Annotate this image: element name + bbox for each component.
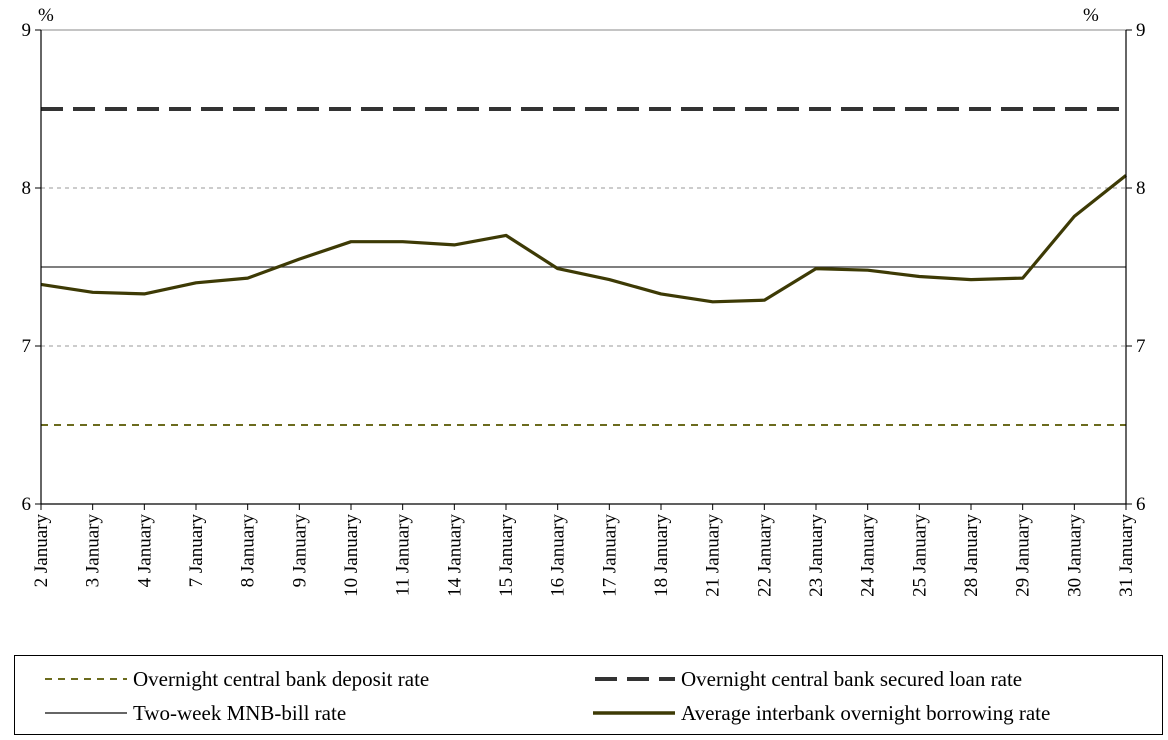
x-tick-label: 30 January xyxy=(1064,514,1085,597)
series-layer xyxy=(40,107,1127,426)
y-tick-label-left: 6 xyxy=(22,494,32,515)
y-tick-label-right: 7 xyxy=(1136,336,1146,357)
legend-swatch-thick xyxy=(593,711,675,715)
x-tick-label: 11 January xyxy=(393,514,414,597)
legend-swatch-long-dashed xyxy=(595,677,675,681)
x-tick-label: 10 January xyxy=(341,514,362,597)
y-tick-label-left: 8 xyxy=(22,178,32,199)
legend-label: Two-week MNB-bill rate xyxy=(133,700,347,725)
axes xyxy=(40,29,1127,505)
legend-swatch-dashed xyxy=(45,678,127,680)
x-tick-label: 23 January xyxy=(806,514,827,597)
x-tick-label: 15 January xyxy=(496,514,517,597)
legend-swatch-thin xyxy=(45,712,127,714)
legend: Overnight central bank deposit rate Over… xyxy=(14,655,1163,735)
x-tick-label: 2 January xyxy=(31,514,52,588)
y-tick-label-left: 9 xyxy=(22,20,32,41)
legend-item-interbank-rate: Average interbank overnight borrowing ra… xyxy=(593,696,1050,730)
left-unit-label: % xyxy=(38,5,54,26)
x-tick-label: 8 January xyxy=(238,514,259,588)
legend-label: Overnight central bank deposit rate xyxy=(133,666,430,691)
legend-item-secured-loan-rate: Overnight central bank secured loan rate xyxy=(593,662,1022,696)
legend-label: Average interbank overnight borrowing ra… xyxy=(681,700,1051,725)
legend-label: Overnight central bank secured loan rate xyxy=(681,666,1023,691)
legend-item-deposit-rate: Overnight central bank deposit rate xyxy=(45,662,429,696)
x-tick-label: 4 January xyxy=(134,514,155,588)
legend-item-mnb-bill-rate: Two-week MNB-bill rate xyxy=(45,696,346,730)
x-tick-label: 17 January xyxy=(599,514,620,597)
x-tick-label: 3 January xyxy=(83,514,104,588)
x-tick-label: 25 January xyxy=(909,514,930,597)
right-unit-label: % xyxy=(1083,5,1099,26)
x-tick-label: 29 January xyxy=(1013,514,1034,597)
gridlines xyxy=(41,187,1126,347)
x-tick-label: 22 January xyxy=(754,514,775,597)
axis-ticks: 6 6 7 7 8 8 9 9 2 January 3 January 4 January 7 Jan… xyxy=(22,20,1146,597)
y-tick-label-right: 6 xyxy=(1136,494,1146,515)
x-tick-label: 9 January xyxy=(289,514,310,588)
x-tick-label: 21 January xyxy=(703,514,724,597)
y-tick-label-right: 9 xyxy=(1136,20,1146,41)
x-tick-label: 24 January xyxy=(858,514,879,597)
line-chart: 6 6 7 7 8 8 9 9 2 January 3 January 4 January 7 Jan… xyxy=(22,5,1146,597)
x-tick-label: 31 January xyxy=(1116,514,1137,597)
series-line xyxy=(40,174,1127,304)
x-tick-label: 18 January xyxy=(651,514,672,597)
x-tick-label: 28 January xyxy=(961,514,982,597)
x-tick-label: 7 January xyxy=(186,514,207,588)
x-tick-label: 16 January xyxy=(548,514,569,597)
x-tick-label: 14 January xyxy=(444,514,465,597)
y-tick-label-left: 7 xyxy=(22,336,32,357)
y-tick-label-right: 8 xyxy=(1136,178,1146,199)
